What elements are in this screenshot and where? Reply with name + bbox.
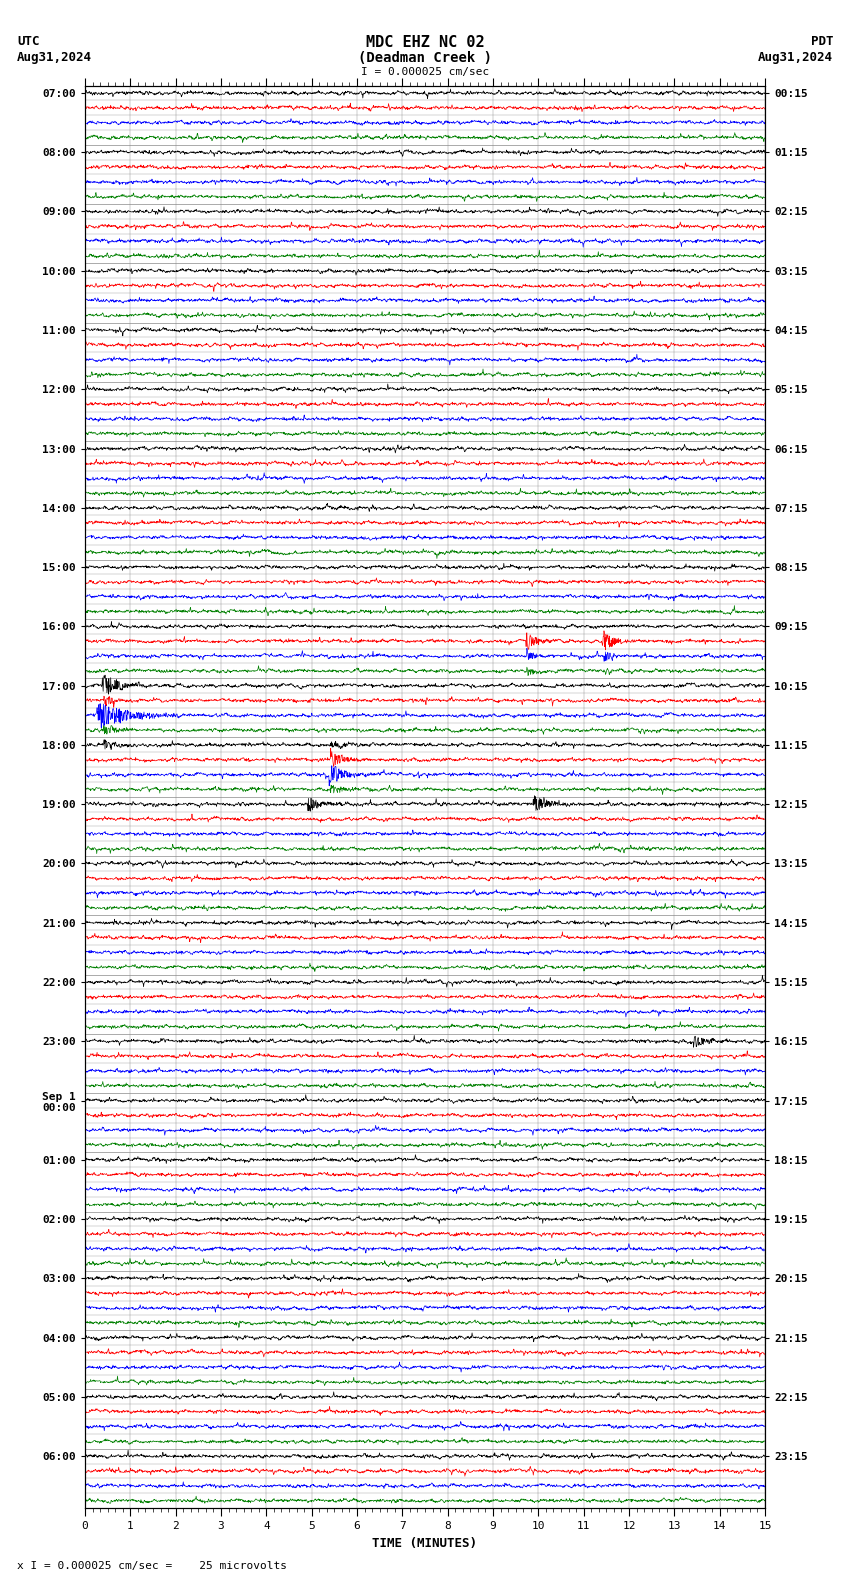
X-axis label: TIME (MINUTES): TIME (MINUTES) <box>372 1536 478 1549</box>
Text: PDT: PDT <box>811 35 833 48</box>
Text: Aug31,2024: Aug31,2024 <box>17 51 92 63</box>
Text: x I = 0.000025 cm/sec =    25 microvolts: x I = 0.000025 cm/sec = 25 microvolts <box>17 1562 287 1571</box>
Text: (Deadman Creek ): (Deadman Creek ) <box>358 51 492 65</box>
Text: UTC: UTC <box>17 35 39 48</box>
Text: Aug31,2024: Aug31,2024 <box>758 51 833 63</box>
Text: I = 0.000025 cm/sec: I = 0.000025 cm/sec <box>361 67 489 76</box>
Text: MDC EHZ NC 02: MDC EHZ NC 02 <box>366 35 484 49</box>
